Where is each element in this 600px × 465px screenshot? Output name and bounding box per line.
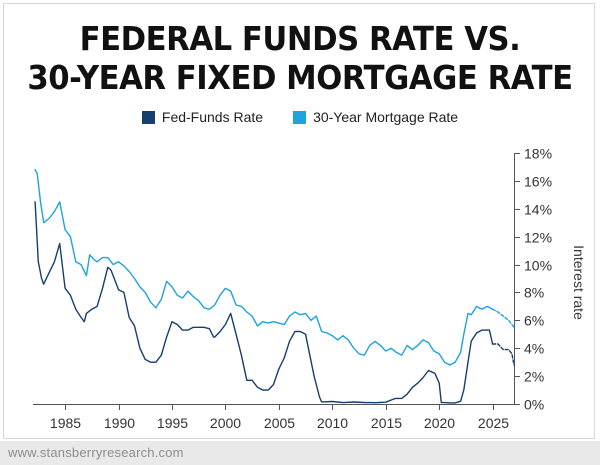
y-tick-label: 6% <box>524 313 544 329</box>
footer-url: www.stansberryresearch.com <box>8 445 184 460</box>
x-tick-label: 2020 <box>424 415 455 431</box>
chart-frame <box>3 3 595 439</box>
legend-item-fed-funds: Fed-Funds Rate <box>141 109 264 125</box>
y-tick-label: 10% <box>524 258 552 274</box>
legend: Fed-Funds Rate 30-Year Mortgage Rate <box>0 109 600 125</box>
y-tick-label: 0% <box>524 397 544 413</box>
x-tick-label: 2015 <box>371 415 402 431</box>
y-tick-label: 8% <box>524 285 544 301</box>
chart-title-line2: 30-YEAR FIXED MORTGAGE RATE <box>27 58 573 97</box>
y-tick-label: 4% <box>524 341 544 357</box>
x-tick-label: 2010 <box>317 415 348 431</box>
legend-label-mortgage: 30-Year Mortgage Rate <box>313 109 459 125</box>
x-tick-label: 2000 <box>210 415 241 431</box>
x-tick-label: 1990 <box>104 415 135 431</box>
legend-label-fed-funds: Fed-Funds Rate <box>161 109 264 125</box>
y-tick-label: 16% <box>524 174 552 190</box>
x-tick-label: 2025 <box>478 415 509 431</box>
fed-funds-line <box>34 201 494 404</box>
x-tick-label: 1985 <box>50 415 81 431</box>
legend-item-mortgage: 30-Year Mortgage Rate <box>293 109 458 125</box>
mortgage-projected-line <box>491 308 515 328</box>
footer-bar: www.stansberryresearch.com <box>0 441 600 465</box>
x-tick-label: 2005 <box>264 415 295 431</box>
mortgage-line <box>34 168 494 366</box>
legend-swatch-fed-funds <box>141 110 155 124</box>
chart-title-line1: FEDERAL FUNDS RATE VS. <box>79 19 521 58</box>
x-tick-label: 1995 <box>157 415 188 431</box>
legend-swatch-mortgage <box>293 110 307 124</box>
y-tick-label: 14% <box>524 202 552 218</box>
y-tick-label: 18% <box>524 146 552 162</box>
y-tick-label: 2% <box>524 369 544 385</box>
y-tick-label: 12% <box>524 230 552 246</box>
fed-funds-projected-line <box>491 343 515 366</box>
y-axis-title: Interest rate <box>571 245 587 320</box>
